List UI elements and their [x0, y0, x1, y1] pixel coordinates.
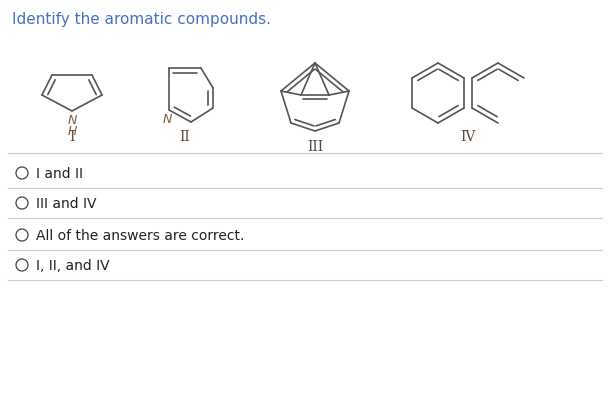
Text: I, II, and IV: I, II, and IV [36, 258, 109, 272]
Text: All of the answers are correct.: All of the answers are correct. [36, 229, 244, 242]
Text: N: N [67, 114, 77, 127]
Text: I: I [69, 130, 75, 144]
Text: IV: IV [460, 130, 476, 144]
Text: III: III [307, 140, 323, 154]
Text: H: H [67, 125, 77, 138]
Text: III and IV: III and IV [36, 196, 97, 211]
Text: Identify the aromatic compounds.: Identify the aromatic compounds. [12, 12, 271, 27]
Text: N: N [163, 113, 172, 126]
Text: I and II: I and II [36, 166, 83, 180]
Text: II: II [180, 130, 191, 144]
